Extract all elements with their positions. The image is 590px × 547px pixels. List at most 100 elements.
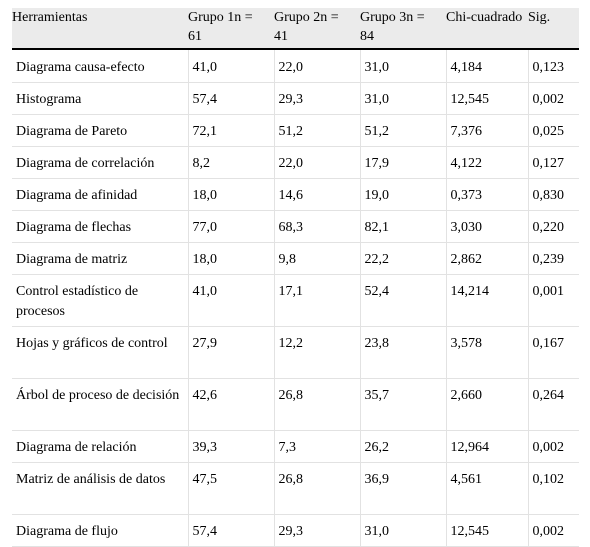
cell-tool: Histograma: [12, 82, 189, 115]
table-row: Diagrama causa-efecto 41,0 22,0 31,0 4,1…: [12, 49, 579, 83]
cell-grupo-3: 22,2: [360, 242, 447, 275]
cell-sig: 0,167: [528, 326, 579, 379]
cell-grupo-2: 17,1: [274, 274, 361, 327]
cell-grupo-1: 57,4: [188, 514, 275, 547]
cell-sig: 0,264: [528, 378, 579, 431]
cell-grupo-1: 42,6: [188, 378, 275, 431]
cell-grupo-2: 9,8: [274, 242, 361, 275]
cell-grupo-3: 31,0: [360, 82, 447, 115]
header-grupo-2: Grupo 2n = 41: [274, 8, 360, 49]
cell-tool: Diagrama de flujo: [12, 514, 189, 547]
table-row: Diagrama de relación 39,3 7,3 26,2 12,96…: [12, 430, 579, 463]
header-sig: Sig.: [528, 8, 579, 49]
cell-grupo-1: 77,0: [188, 210, 275, 243]
table-header: Herramientas Grupo 1n = 61 Grupo 2n = 41…: [12, 8, 579, 49]
cell-chi-cuadrado: 4,184: [446, 49, 529, 83]
cell-grupo-1: 57,4: [188, 82, 275, 115]
cell-chi-cuadrado: 12,545: [446, 82, 529, 115]
cell-grupo-3: 26,2: [360, 430, 447, 463]
table-row: Diagrama de flujo 57,4 29,3 31,0 12,545 …: [12, 514, 579, 547]
cell-tool: Diagrama de matriz: [12, 242, 189, 275]
cell-tool: Control estadístico de procesos: [12, 274, 189, 327]
cell-sig: 0,002: [528, 82, 579, 115]
cell-chi-cuadrado: 12,545: [446, 514, 529, 547]
cell-grupo-3: 31,0: [360, 49, 447, 83]
header-herramientas: Herramientas: [12, 8, 188, 49]
cell-chi-cuadrado: 2,660: [446, 378, 529, 431]
table-row: Diagrama de Pareto 72,1 51,2 51,2 7,376 …: [12, 114, 579, 147]
cell-grupo-3: 51,2: [360, 114, 447, 147]
cell-grupo-3: 19,0: [360, 178, 447, 211]
cell-grupo-2: 14,6: [274, 178, 361, 211]
cell-tool: Diagrama de correlación: [12, 146, 189, 179]
results-table: Herramientas Grupo 1n = 61 Grupo 2n = 41…: [12, 8, 579, 547]
cell-grupo-3: 82,1: [360, 210, 447, 243]
header-chi-cuadrado: Chi-cuadrado: [446, 8, 528, 49]
cell-grupo-3: 23,8: [360, 326, 447, 379]
cell-chi-cuadrado: 4,561: [446, 462, 529, 515]
cell-grupo-2: 12,2: [274, 326, 361, 379]
cell-tool: Diagrama de relación: [12, 430, 189, 463]
cell-sig: 0,123: [528, 49, 579, 83]
cell-chi-cuadrado: 12,964: [446, 430, 529, 463]
cell-grupo-1: 72,1: [188, 114, 275, 147]
cell-tool: Diagrama de flechas: [12, 210, 189, 243]
cell-sig: 0,220: [528, 210, 579, 243]
cell-chi-cuadrado: 7,376: [446, 114, 529, 147]
cell-tool: Hojas y gráficos de control: [12, 326, 189, 379]
cell-grupo-3: 17,9: [360, 146, 447, 179]
cell-grupo-2: 26,8: [274, 378, 361, 431]
cell-sig: 0,002: [528, 430, 579, 463]
cell-sig: 0,830: [528, 178, 579, 211]
cell-tool: Diagrama de Pareto: [12, 114, 189, 147]
cell-grupo-2: 68,3: [274, 210, 361, 243]
cell-grupo-1: 8,2: [188, 146, 275, 179]
cell-sig: 0,102: [528, 462, 579, 515]
cell-grupo-3: 36,9: [360, 462, 447, 515]
cell-grupo-2: 7,3: [274, 430, 361, 463]
cell-grupo-1: 41,0: [188, 49, 275, 83]
cell-chi-cuadrado: 3,578: [446, 326, 529, 379]
cell-grupo-2: 26,8: [274, 462, 361, 515]
table-row: Histograma 57,4 29,3 31,0 12,545 0,002: [12, 82, 579, 115]
cell-sig: 0,025: [528, 114, 579, 147]
cell-grupo-3: 35,7: [360, 378, 447, 431]
cell-sig: 0,127: [528, 146, 579, 179]
cell-grupo-2: 29,3: [274, 82, 361, 115]
cell-grupo-2: 51,2: [274, 114, 361, 147]
cell-grupo-3: 31,0: [360, 514, 447, 547]
table-row: Diagrama de afinidad 18,0 14,6 19,0 0,37…: [12, 178, 579, 211]
table-container: Herramientas Grupo 1n = 61 Grupo 2n = 41…: [12, 8, 579, 547]
cell-sig: 0,001: [528, 274, 579, 327]
table-row: Diagrama de flechas 77,0 68,3 82,1 3,030…: [12, 210, 579, 243]
cell-grupo-2: 22,0: [274, 49, 361, 83]
cell-grupo-1: 39,3: [188, 430, 275, 463]
cell-chi-cuadrado: 14,214: [446, 274, 529, 327]
cell-grupo-1: 47,5: [188, 462, 275, 515]
table-row: Árbol de proceso de decisión 42,6 26,8 3…: [12, 378, 579, 431]
cell-sig: 0,239: [528, 242, 579, 275]
cell-grupo-2: 22,0: [274, 146, 361, 179]
cell-chi-cuadrado: 3,030: [446, 210, 529, 243]
cell-grupo-1: 18,0: [188, 242, 275, 275]
header-grupo-3: Grupo 3n = 84: [360, 8, 446, 49]
cell-grupo-2: 29,3: [274, 514, 361, 547]
table-row: Matriz de análisis de datos 47,5 26,8 36…: [12, 462, 579, 515]
table-row: Hojas y gráficos de control 27,9 12,2 23…: [12, 326, 579, 379]
cell-chi-cuadrado: 4,122: [446, 146, 529, 179]
cell-grupo-1: 18,0: [188, 178, 275, 211]
cell-tool: Diagrama de afinidad: [12, 178, 189, 211]
cell-tool: Diagrama causa-efecto: [12, 49, 189, 83]
header-grupo-1: Grupo 1n = 61: [188, 8, 274, 49]
table-row: Control estadístico de procesos 41,0 17,…: [12, 274, 579, 327]
cell-tool: Matriz de análisis de datos: [12, 462, 189, 515]
table-row: Diagrama de correlación 8,2 22,0 17,9 4,…: [12, 146, 579, 179]
cell-chi-cuadrado: 2,862: [446, 242, 529, 275]
cell-grupo-1: 41,0: [188, 274, 275, 327]
table-body: Diagrama causa-efecto 41,0 22,0 31,0 4,1…: [12, 49, 579, 547]
cell-chi-cuadrado: 0,373: [446, 178, 529, 211]
cell-grupo-1: 27,9: [188, 326, 275, 379]
table-row: Diagrama de matriz 18,0 9,8 22,2 2,862 0…: [12, 242, 579, 275]
cell-grupo-3: 52,4: [360, 274, 447, 327]
cell-sig: 0,002: [528, 514, 579, 547]
